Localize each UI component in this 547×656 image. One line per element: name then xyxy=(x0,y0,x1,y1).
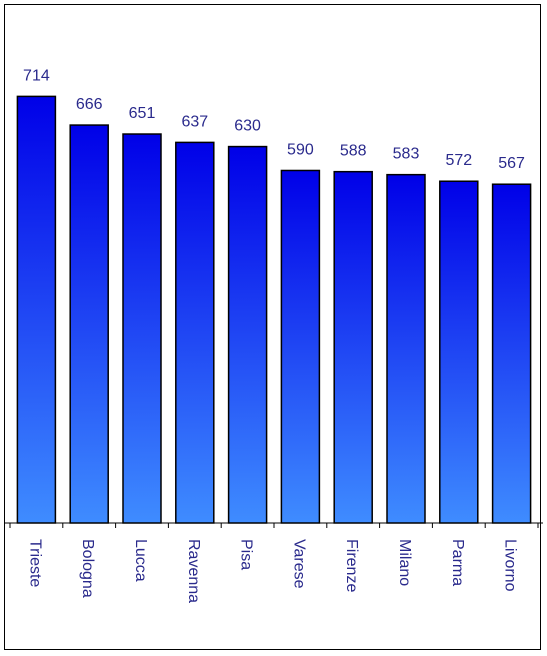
bar-parma xyxy=(439,180,479,524)
data-label-pisa: 630 xyxy=(234,118,261,135)
category-label-ravenna: Ravenna xyxy=(185,539,202,603)
category-label-bologna: Bologna xyxy=(79,539,96,598)
bar-milano xyxy=(386,173,426,524)
category-labels-group: Trieste Bologna Lucca Ravenna Pisa Varese Fire… xyxy=(26,539,518,603)
bar-varese xyxy=(280,169,321,524)
bar-ravenna xyxy=(175,141,215,524)
data-label-milano: 583 xyxy=(393,146,420,163)
bar-firenze xyxy=(333,170,373,524)
data-label-varese: 590 xyxy=(287,141,314,158)
category-label-pisa: Pisa xyxy=(238,539,255,570)
data-label-trieste: 714 xyxy=(23,67,50,84)
value-labels-group: 714 666 651 637 630 590 588 583 572 567 xyxy=(23,67,525,172)
bar-trieste xyxy=(16,95,57,524)
data-label-livorno: 567 xyxy=(498,155,525,172)
data-label-parma: 572 xyxy=(445,152,472,169)
bar-livorno xyxy=(491,183,532,524)
category-label-trieste: Trieste xyxy=(26,539,43,587)
bar-pisa xyxy=(227,145,268,524)
category-label-lucca: Lucca xyxy=(132,539,149,582)
bars-group xyxy=(16,95,532,524)
category-label-parma: Parma xyxy=(449,539,466,586)
data-label-firenze: 588 xyxy=(340,143,367,160)
category-label-livorno: Livorno xyxy=(502,539,519,592)
category-label-firenze: Firenze xyxy=(343,539,360,592)
x-axis xyxy=(4,522,543,528)
bar-lucca xyxy=(122,133,162,524)
data-label-lucca: 651 xyxy=(129,105,156,122)
bar-bologna xyxy=(69,124,109,524)
category-label-milano: Milano xyxy=(396,539,413,586)
data-label-ravenna: 637 xyxy=(181,113,208,130)
category-label-varese: Varese xyxy=(290,539,307,589)
data-label-bologna: 666 xyxy=(76,96,103,113)
